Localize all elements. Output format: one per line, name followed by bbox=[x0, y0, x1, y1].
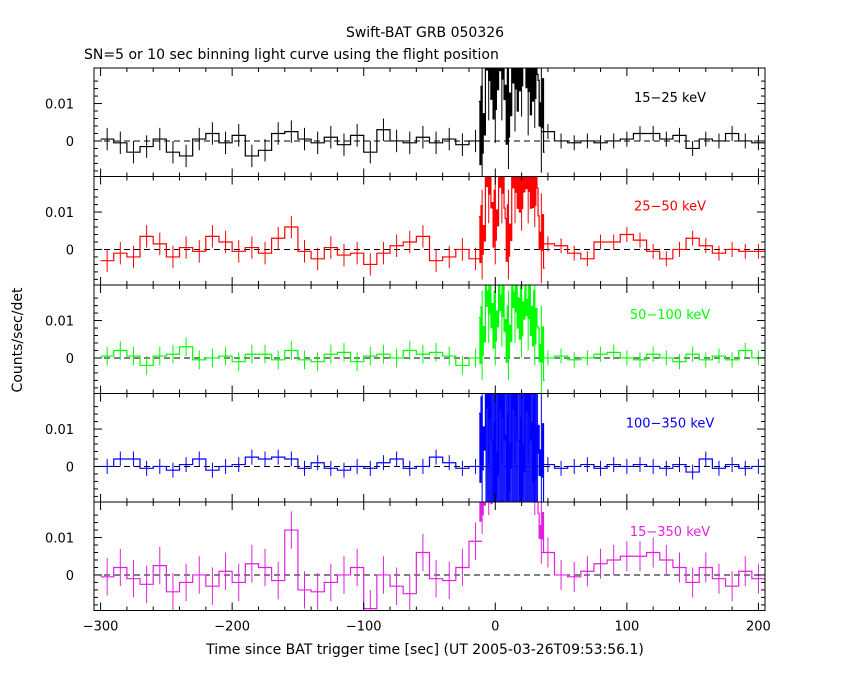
y-tick-label: 0 bbox=[66, 243, 74, 258]
x-tick-label: 100 bbox=[614, 620, 639, 635]
x-tick-label: 200 bbox=[746, 620, 771, 635]
panel-frame bbox=[93, 176, 766, 286]
burst-step bbox=[478, 176, 545, 269]
panel-frame bbox=[93, 501, 766, 611]
y-tick-label: 0.01 bbox=[45, 206, 74, 221]
y-axis-label: Counts/sec/det bbox=[10, 287, 26, 392]
y-tick-label: 0 bbox=[66, 569, 74, 584]
band-label: 25−50 keV bbox=[634, 200, 706, 215]
y-tick-label: 0 bbox=[66, 135, 74, 150]
pre-burst-step bbox=[100, 456, 483, 471]
chart-subtitle: SN=5 or 10 sec binning light curve using… bbox=[84, 47, 499, 63]
panel-frame bbox=[93, 67, 766, 177]
chart-title: Swift-BAT GRB 050326 bbox=[346, 25, 504, 41]
panel-2: 0 0.01 25−50 keV bbox=[45, 176, 766, 286]
burst-band bbox=[485, 393, 492, 502]
panel-plot-area bbox=[94, 285, 765, 394]
x-tick-label: 0 bbox=[491, 620, 499, 635]
panel-frame bbox=[93, 284, 766, 394]
burst-step bbox=[478, 285, 545, 381]
burst-band bbox=[505, 393, 512, 502]
x-tick-label: −100 bbox=[346, 620, 382, 635]
panels-group: 0 0.01 15−25 keV 0 0.01 25−50 keV 0 0.01 50−100 … bbox=[45, 67, 771, 635]
y-tick-label: 0.01 bbox=[45, 423, 74, 438]
y-tick-label: 0.01 bbox=[45, 532, 74, 547]
y-tick-label: 0 bbox=[66, 460, 74, 475]
burst-band bbox=[498, 393, 506, 502]
post-burst-step bbox=[541, 551, 765, 587]
burst-band bbox=[524, 393, 532, 502]
panel-1: 0 0.01 15−25 keV bbox=[45, 67, 766, 177]
panel-plot-area bbox=[94, 68, 765, 177]
post-burst-step bbox=[541, 131, 765, 150]
panel-plot-area bbox=[94, 393, 765, 502]
panel-plot-area bbox=[94, 502, 765, 611]
burst-band bbox=[518, 393, 525, 502]
burst-band bbox=[511, 393, 519, 502]
x-tick-label: −300 bbox=[83, 620, 119, 635]
panel-4: 0 0.01 100−350 keV bbox=[45, 393, 766, 503]
y-tick-label: 0.01 bbox=[45, 315, 74, 330]
burst-step bbox=[478, 68, 545, 166]
y-tick-label: 0.01 bbox=[45, 98, 74, 113]
panel-5: 0 0.01 15−350 keV bbox=[45, 501, 766, 611]
band-label: 50−100 keV bbox=[630, 308, 710, 323]
burst-band bbox=[491, 393, 499, 502]
pre-burst-step bbox=[100, 346, 483, 367]
panel-frame bbox=[93, 393, 766, 503]
burst-band bbox=[531, 393, 539, 502]
band-label: 15−25 keV bbox=[634, 91, 706, 106]
panel-3: 0 0.01 50−100 keV bbox=[45, 284, 766, 394]
y-tick-label: 0 bbox=[66, 352, 74, 367]
band-label: 15−350 keV bbox=[630, 525, 710, 540]
panel-plot-area bbox=[94, 176, 765, 284]
x-axis-label: Time since BAT trigger time [sec] (UT 20… bbox=[205, 642, 644, 658]
x-tick-label: −200 bbox=[214, 620, 250, 635]
band-label: 100−350 keV bbox=[626, 417, 715, 432]
